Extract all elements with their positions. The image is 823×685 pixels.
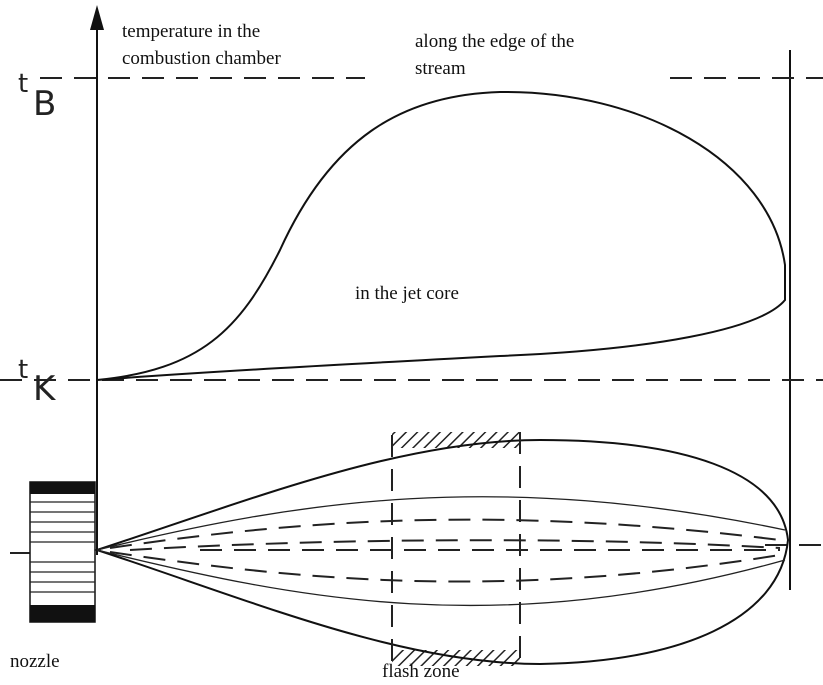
annotation: in the jet core [355, 283, 459, 304]
temperature-curve [97, 92, 785, 380]
axis-label: K [33, 369, 57, 409]
annotation: stream [415, 58, 466, 79]
diagram: t B t K temperature in the combustion ch… [0, 0, 823, 685]
axis-label: B [33, 84, 56, 124]
axis-arrow [90, 5, 104, 30]
annotation: combustion chamber [122, 48, 281, 69]
flame-shape [97, 432, 788, 666]
annotation: temperature in the [122, 21, 260, 42]
axis-label: t [18, 355, 28, 385]
annotation: along the edge of the [415, 31, 574, 52]
annotation: nozzle [10, 651, 60, 672]
axis-label: t [18, 69, 28, 99]
nozzle-shape [30, 482, 95, 622]
annotation: flash zone [382, 661, 460, 682]
